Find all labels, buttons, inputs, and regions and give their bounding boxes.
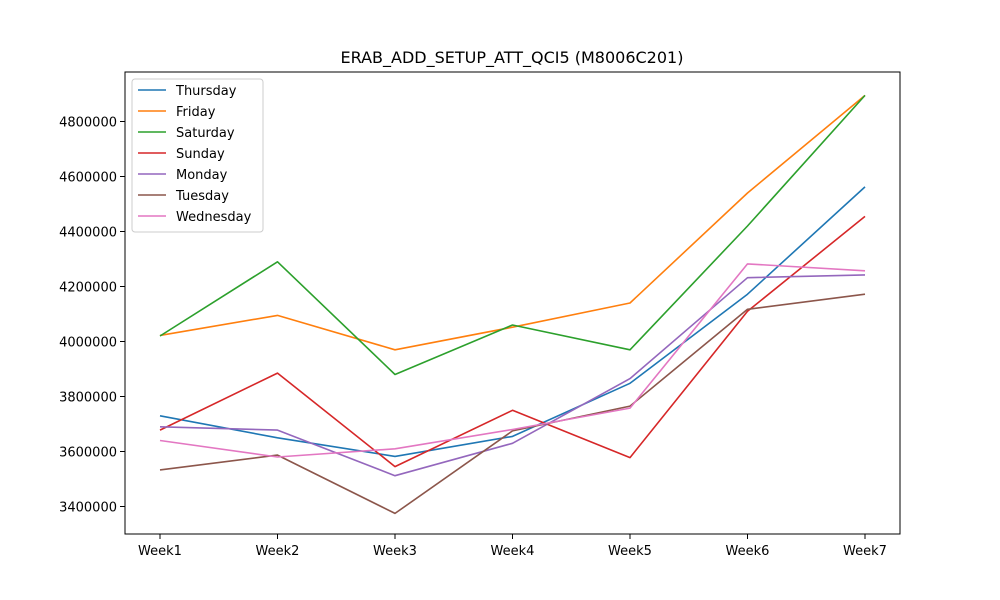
legend-label: Tuesday (175, 189, 229, 204)
series-line-friday (159, 94, 866, 351)
legend-label: Wednesday (176, 210, 252, 225)
x-tick-label: Week7 (843, 544, 887, 559)
legend: Thursday Friday Saturday Sunday Monday Tuesda… (131, 78, 264, 233)
y-tick-label: 3800000 (59, 391, 117, 406)
legend-label: Saturday (176, 126, 235, 141)
series-layer (159, 94, 866, 515)
x-tick-label: Week1 (138, 544, 182, 559)
y-tick-label: 4200000 (59, 281, 117, 296)
series-line-saturday (159, 94, 866, 376)
series-line-sunday (159, 215, 866, 468)
legend-label: Friday (176, 105, 216, 120)
series-line-thursday (159, 186, 866, 458)
y-tick-label: 4400000 (59, 226, 117, 241)
x-tick-label: Week6 (726, 544, 770, 559)
chart-title: ERAB_ADD_SETUP_ATT_QCI5 (M8006C201) (341, 48, 684, 68)
legend-box (131, 78, 264, 233)
y-tick-label: 4000000 (59, 336, 117, 351)
y-tick-label: 3600000 (59, 446, 117, 461)
x-tick-label: Week4 (491, 544, 535, 559)
x-tick-label: Week5 (608, 544, 652, 559)
x-tick-label: Week2 (256, 544, 300, 559)
x-tick-label: Week3 (373, 544, 417, 559)
y-tick-label: 4800000 (59, 116, 117, 131)
series-line-tuesday (159, 293, 866, 515)
legend-label: Monday (176, 168, 228, 183)
y-tick-label: 3400000 (59, 501, 117, 516)
legend-label: Thursday (175, 84, 237, 99)
legend-label: Sunday (176, 147, 225, 162)
x-axis: Week1 Week2 Week3 Week4 Week5 Week6 Week7 (138, 534, 887, 559)
y-tick-label: 4600000 (59, 171, 117, 186)
y-axis: 3400000 3600000 3800000 4000000 4200000 44000… (59, 116, 125, 516)
series-line-wednesday (159, 263, 866, 458)
series-line-monday (159, 274, 866, 477)
